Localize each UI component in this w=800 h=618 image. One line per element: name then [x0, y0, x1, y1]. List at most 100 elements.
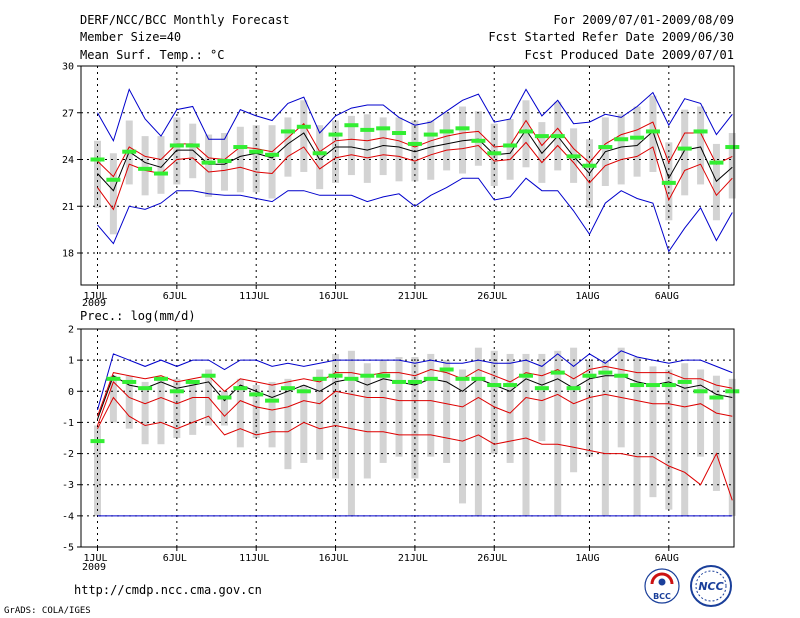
prec-ytick-label-3: -2	[62, 449, 74, 460]
temp-bar-7	[205, 134, 213, 197]
prec-obs-1	[106, 376, 121, 381]
temp-obs-4	[153, 171, 168, 176]
temp-bar-23	[459, 106, 467, 174]
prec-ytick-label-6: 1	[68, 356, 74, 367]
prec-observed	[90, 367, 740, 444]
temp-year-label: 2009	[82, 298, 106, 309]
prec-bar-19	[395, 357, 403, 457]
prec-obs-27	[518, 373, 533, 378]
prec-obs-15	[328, 373, 343, 378]
prec-year-label: 2009	[82, 562, 106, 573]
temp-obs-12	[280, 129, 295, 134]
prec-bar-14	[316, 369, 324, 460]
prec-bar-26	[506, 353, 514, 463]
prec-line-lower	[97, 380, 733, 426]
prec-bar-4	[157, 378, 165, 445]
prec-obs-21	[423, 376, 438, 381]
temp-bar-34	[633, 106, 641, 177]
temp-ytick-label-2: 24	[62, 155, 74, 166]
temp-bar-35	[649, 95, 657, 172]
temp-lines	[97, 88, 733, 253]
prec-bar-17	[363, 363, 371, 479]
temp-bar-16	[347, 115, 355, 176]
prec-bar-28	[538, 353, 546, 442]
temp-obs-27	[518, 129, 533, 134]
temp-bar-40	[728, 133, 736, 199]
prec-bar-20	[411, 357, 419, 479]
temp-xtick-label-4: 21JUL	[398, 291, 428, 302]
prec-line-low	[97, 396, 733, 501]
prec-obs-2	[122, 379, 137, 384]
prec-bar-22	[443, 360, 451, 463]
prec-line-mean	[97, 374, 733, 420]
prec-obs-38	[693, 389, 708, 394]
temp-obs-30	[566, 154, 581, 159]
prec-bar-15	[332, 353, 340, 479]
temp-obs-10	[249, 149, 264, 154]
prec-bar-21	[427, 353, 435, 457]
prec-obs-25	[487, 383, 502, 388]
prec-obs-32	[598, 370, 613, 375]
temp-bar-27	[522, 100, 530, 168]
prec-obs-29	[550, 370, 565, 375]
temp-line-min	[97, 177, 733, 253]
prec-obs-3	[138, 386, 153, 391]
prec-obs-18	[376, 373, 391, 378]
temp-obs-29	[550, 134, 565, 139]
prec-bar-3	[141, 381, 149, 445]
footer-credit: GrADS: COLA/IGES	[4, 606, 91, 616]
temp-chart-title: Mean Surf. Temp.: °C	[80, 48, 225, 62]
prec-obs-22	[439, 367, 454, 372]
prec-xtick-label-0: 1JUL	[83, 553, 107, 564]
header-period: For 2009/07/01-2009/08/09	[553, 13, 734, 27]
temp-xtick-label-0: 1JUL	[83, 291, 107, 302]
temp-bar-26	[506, 118, 514, 180]
prec-bar-1	[109, 375, 117, 423]
prec-bar-10	[252, 385, 260, 438]
temp-bar-6	[189, 123, 197, 179]
prec-bar-23	[459, 369, 467, 504]
prec-obs-39	[709, 395, 724, 400]
prec-xtick-label-3: 16JUL	[318, 553, 348, 564]
prec-obs-16	[344, 376, 359, 381]
prec-ytick-label-2: -3	[62, 480, 74, 491]
prec-obs-8	[217, 395, 232, 400]
ncc-logo-inner-ring	[695, 570, 727, 602]
temp-obs-2	[122, 149, 137, 154]
prec-bar-9	[236, 378, 244, 448]
footer-url[interactable]: http://cmdp.ncc.cma.gov.cn	[74, 583, 262, 597]
prec-bar-0	[94, 425, 101, 516]
temp-xtick-label-3: 16JUL	[318, 291, 348, 302]
prec-ytick-label-1: -4	[62, 511, 74, 522]
temp-obs-22	[439, 129, 454, 134]
header-produced: Fcst Produced Date 2009/07/01	[524, 48, 734, 62]
ncc-logo-text: NCC	[698, 580, 723, 593]
prec-obs-33	[614, 373, 629, 378]
prec-obs-26	[503, 383, 518, 388]
prec-bar-6	[189, 381, 197, 435]
prec-obs-34	[630, 383, 645, 388]
ncc-logo-ring	[690, 565, 732, 607]
temp-bar-12	[284, 117, 292, 177]
temp-obs-18	[376, 126, 391, 131]
prec-bar-29	[554, 350, 562, 516]
prec-bar-13	[300, 385, 308, 463]
temp-bar-3	[141, 136, 149, 196]
prec-obs-5	[169, 389, 184, 394]
temp-obs-39	[709, 160, 724, 165]
temp-bar-19	[395, 117, 403, 182]
prec-obs-11	[265, 398, 280, 403]
prec-xtick-label-2: 11JUL	[239, 553, 269, 564]
temp-obs-17	[360, 127, 375, 132]
prec-obs-0	[90, 439, 105, 444]
prec-chart-title: Prec.: log(mm/d)	[80, 309, 196, 323]
temp-obs-23	[455, 126, 470, 131]
temp-obs-13	[296, 124, 311, 129]
temp-obs-5	[169, 143, 184, 148]
temp-obs-14	[312, 151, 327, 156]
temp-bar-14	[316, 125, 324, 190]
prec-bar-38	[697, 369, 705, 457]
